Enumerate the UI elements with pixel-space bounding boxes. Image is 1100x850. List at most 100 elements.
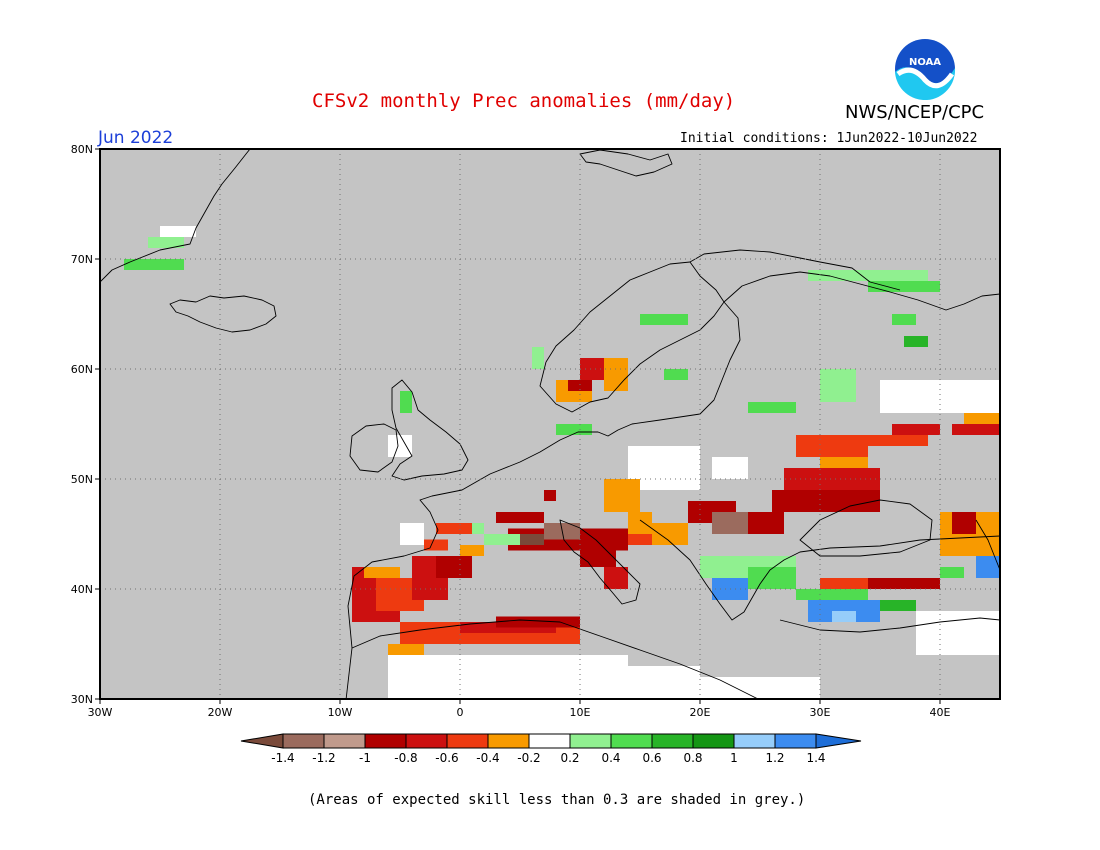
anomaly-cell (748, 567, 796, 589)
noaa-logo-text: NOAA (909, 57, 941, 68)
colorbar-box (733, 733, 776, 749)
latitude-label: 70N (71, 253, 93, 266)
anomaly-cell (148, 237, 184, 248)
anomaly-cell (424, 539, 448, 551)
anomaly-cell (640, 314, 688, 325)
anomaly-cell (364, 567, 400, 578)
chart-title: CFSv2 monthly Prec anomalies (mm/day) (312, 90, 736, 112)
colorbar-label: -1.4 (271, 751, 294, 765)
colorbar-box (569, 733, 612, 749)
anomaly-cell (904, 336, 928, 347)
anomaly-cell (808, 270, 928, 281)
anomaly-cell (892, 424, 940, 435)
anomaly-cell (880, 380, 1000, 413)
anomaly-cell (604, 567, 628, 589)
longitude-labels: 30W 20W 10W 0 10E 20E 30E 40E (88, 699, 951, 719)
colorbar-box (610, 733, 653, 749)
gridlines (100, 149, 1000, 699)
anomaly-cell (532, 347, 544, 369)
colorbar: -1.4 -1.2 -1 -0.8 -0.6 -0.4 -0.2 0.2 0.4 0.6 0.8 1 1… (240, 733, 862, 765)
longitude-label: 40E (930, 706, 951, 719)
anomaly-cell (556, 424, 592, 435)
anomaly-cell (700, 677, 820, 699)
anomaly-cell (952, 512, 976, 534)
anomaly-cell (916, 611, 1000, 655)
anomaly-cell (400, 523, 424, 545)
colorbar-label: -0.6 (435, 751, 458, 765)
anomaly-cell (160, 226, 196, 237)
longitude-label: 20E (690, 706, 711, 719)
skill-footnote: (Areas of expected skill less than 0.3 a… (308, 792, 806, 808)
anomaly-cell (784, 468, 880, 490)
anomaly-cell (568, 380, 592, 391)
colorbar-label: -0.2 (517, 751, 540, 765)
anomaly-cell (664, 369, 688, 380)
anomaly-cell (460, 545, 484, 556)
latitude-label: 50N (71, 473, 93, 486)
anomaly-cell (388, 644, 424, 655)
anomaly-cell (712, 457, 748, 479)
anomaly-cell (652, 523, 688, 545)
anomaly-cell (496, 512, 544, 523)
colorbar-label: 1 (730, 751, 738, 765)
latitude-labels: 30N 40N 50N 60N 70N 80N (71, 143, 100, 706)
latitude-label: 80N (71, 143, 93, 156)
anomaly-cell (964, 413, 1000, 424)
longitude-label: 30W (88, 706, 113, 719)
anomaly-cell (796, 589, 868, 600)
longitude-label: 30E (810, 706, 831, 719)
anomaly-cell (604, 479, 640, 512)
anomaly-cell (868, 281, 940, 292)
colorbar-box (323, 733, 366, 749)
colorbar-label: 1.2 (765, 751, 784, 765)
longitude-label: 20W (208, 706, 233, 719)
anomaly-cell (124, 259, 184, 270)
colorbar-label: 0.4 (601, 751, 620, 765)
colorbar-arrow-low (240, 733, 284, 749)
anomaly-cell (436, 556, 472, 578)
longitude-label: 10W (328, 706, 353, 719)
colorbar-box (282, 733, 325, 749)
colorbar-box (405, 733, 448, 749)
anomaly-cell (580, 534, 616, 567)
latitude-label: 60N (71, 363, 93, 376)
forecast-month: Jun 2022 (98, 128, 174, 148)
colorbar-label: -1 (359, 751, 371, 765)
colorbar-box (364, 733, 407, 749)
colorbar-box (774, 733, 817, 749)
colorbar-label: 1.4 (806, 751, 825, 765)
colorbar-label: 0.6 (642, 751, 661, 765)
anomaly-cell (952, 424, 1000, 435)
latitude-label: 40N (71, 583, 93, 596)
colorbar-label: -0.4 (476, 751, 499, 765)
anomaly-cell (736, 556, 796, 567)
anomaly-cell (388, 435, 412, 457)
colorbar-label: -1.2 (312, 751, 335, 765)
colorbar-box (528, 733, 571, 749)
colorbar-box (446, 733, 489, 749)
anomaly-cell (772, 490, 880, 512)
longitude-label: 0 (457, 706, 464, 719)
anomaly-cell (520, 534, 544, 545)
colorbar-box (487, 733, 530, 749)
anomaly-cell (940, 567, 964, 578)
colorbar-label: 0.8 (683, 751, 702, 765)
anomaly-cell (892, 314, 916, 325)
noaa-logo: NOAA (895, 39, 956, 100)
anomaly-cell (544, 490, 556, 501)
anomaly-cell (604, 358, 628, 391)
anomaly-cell (436, 523, 472, 534)
initial-conditions: Initial conditions: 1Jun2022-10Jun2022 (680, 131, 978, 146)
colorbar-label: 0.2 (560, 751, 579, 765)
anomaly-cell (508, 666, 700, 699)
anomaly-cell (820, 578, 880, 589)
anomaly-cell (484, 534, 520, 545)
anomaly-cell (832, 611, 856, 622)
latitude-label: 30N (71, 693, 93, 706)
anomaly-cell (796, 435, 868, 457)
anomaly-cell (820, 369, 856, 402)
anomaly-cell (856, 435, 928, 446)
anomaly-cell (748, 402, 796, 413)
anomaly-cell (400, 391, 412, 413)
